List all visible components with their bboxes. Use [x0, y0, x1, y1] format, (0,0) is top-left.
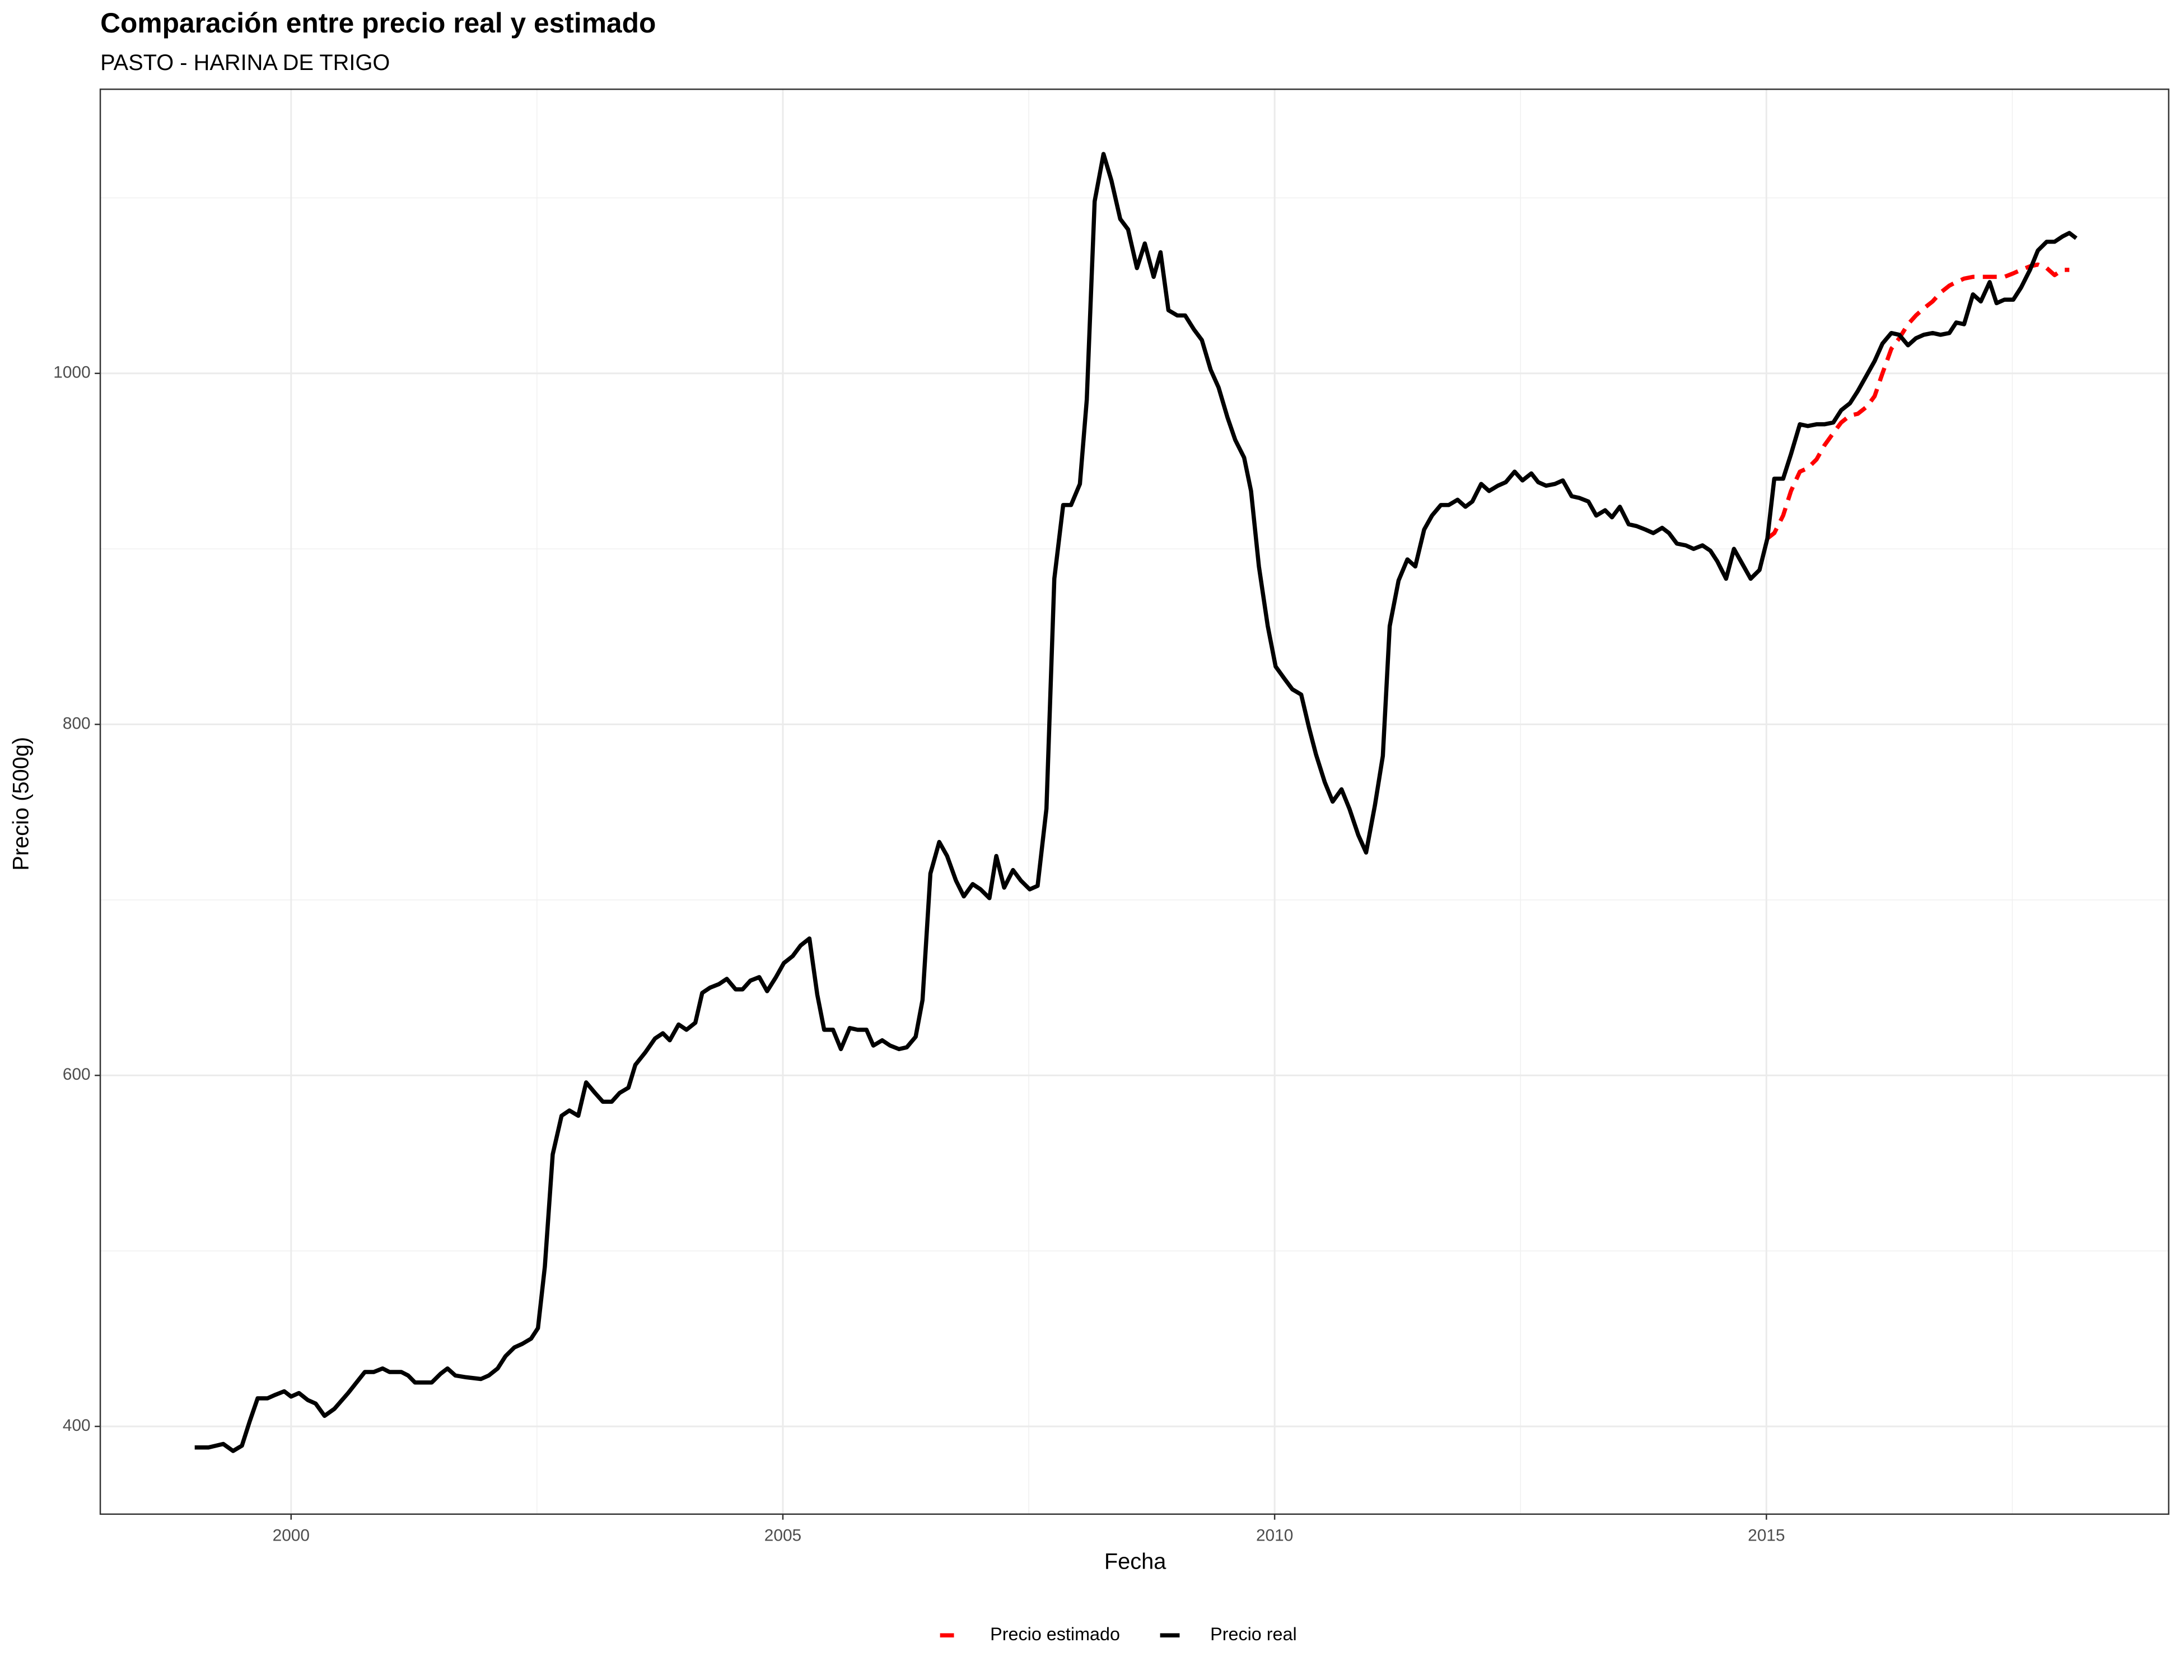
- y-tick-label: 600: [63, 1065, 91, 1084]
- plot-lines: [194, 152, 2078, 1453]
- x-tick-label: 2010: [1256, 1526, 1293, 1544]
- series-line: [1766, 262, 2070, 540]
- series-line: [194, 152, 2078, 1453]
- y-axis-title: Precio (500g): [8, 737, 33, 871]
- grid: [100, 89, 2169, 1514]
- x-tick-label: 2005: [764, 1526, 801, 1544]
- y-tick-label: 800: [63, 714, 91, 732]
- axes: 2000 2005 2010 2015 400 600 800 1000: [53, 363, 1785, 1545]
- chart-title: Comparación entre precio real y estimado: [100, 7, 656, 39]
- legend-label: Precio real: [1210, 1624, 1297, 1644]
- y-tick-label: 400: [63, 1416, 91, 1435]
- legend: Precio estimado Precio real: [940, 1624, 1297, 1644]
- chart-subtitle: PASTO - HARINA DE TRIGO: [100, 50, 390, 75]
- panel-border: [99, 88, 2169, 1515]
- legend-label: Precio estimado: [990, 1624, 1120, 1644]
- x-axis-title: Fecha: [1104, 1549, 1166, 1574]
- x-tick-label: 2000: [273, 1526, 310, 1544]
- x-tick-label: 2015: [1748, 1526, 1785, 1544]
- y-tick-label: 1000: [53, 363, 90, 382]
